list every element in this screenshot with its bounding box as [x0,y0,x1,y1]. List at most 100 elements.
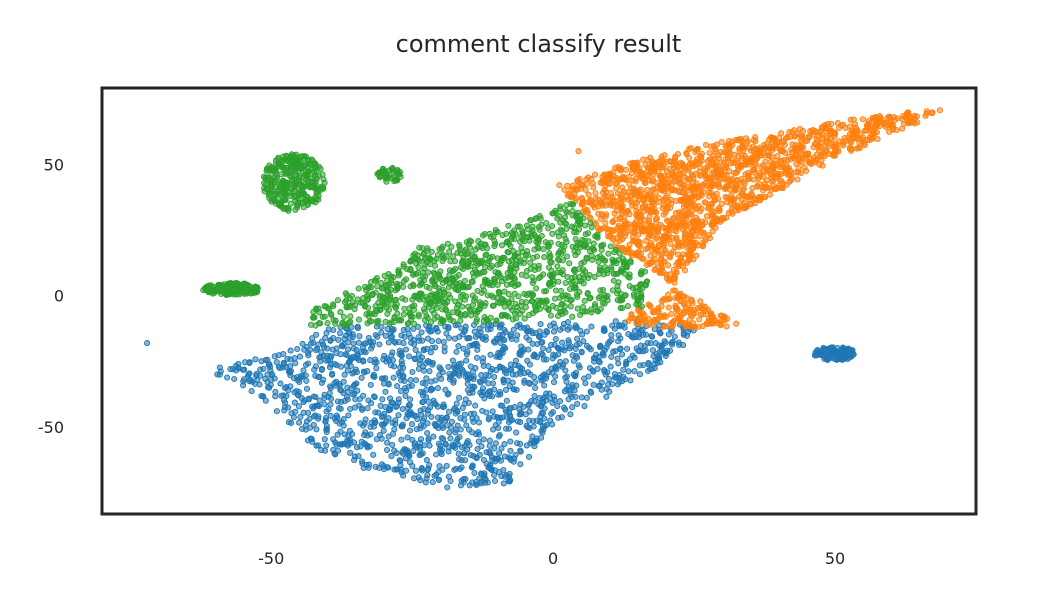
data-point [345,412,352,419]
data-point [359,406,366,413]
data-point [558,301,565,308]
data-point [886,114,893,121]
data-point [526,361,533,368]
data-point [317,165,324,172]
data-point [644,164,651,171]
data-point [763,140,770,147]
data-point [332,451,339,458]
data-point [447,258,454,265]
data-point [464,380,471,387]
data-point [543,297,550,304]
data-point [646,366,654,373]
data-point [519,307,526,314]
data-point [443,330,450,337]
data-point [764,165,771,172]
data-point [301,346,308,353]
data-point [551,295,559,302]
data-point [492,440,499,447]
data-point [438,414,445,421]
data-point [478,333,485,340]
data-point [518,233,525,241]
data-point [346,334,353,341]
data-point [486,437,493,444]
data-point [502,386,510,393]
data-point [489,366,496,373]
data-point [590,240,597,247]
data-point [529,223,536,230]
data-point [373,365,380,372]
data-point [310,314,317,321]
data-point [609,256,616,263]
data-point [296,353,304,360]
data-point [312,160,319,167]
data-point [446,267,453,274]
data-point [241,366,248,373]
data-point [616,250,623,257]
data-point [865,122,872,129]
data-point [503,472,510,479]
data-point [326,364,334,371]
data-point [435,295,442,302]
data-point [531,398,538,405]
data-point [597,215,604,223]
data-point [240,382,247,389]
data-point [552,352,559,359]
data-point [693,214,700,221]
data-point [809,126,816,134]
data-point [548,410,555,417]
data-point [541,288,548,295]
data-point [665,331,672,338]
data-point [847,144,854,151]
data-point [677,159,684,166]
data-point [306,415,313,422]
data-point [312,172,319,179]
data-point [302,372,309,379]
data-point [225,287,232,294]
data-point [621,176,628,183]
data-point [443,307,450,314]
data-point [295,174,302,181]
data-point [366,283,373,291]
data-point [805,133,812,140]
data-point [474,445,481,453]
data-point [476,451,483,458]
data-point [556,294,564,301]
data-point [496,300,503,307]
data-point [681,197,688,204]
data-point [344,384,351,391]
data-point [588,389,595,396]
data-point [652,265,659,272]
data-point [505,425,513,432]
data-point [323,303,330,310]
data-point [291,399,298,406]
data-point [467,410,474,417]
data-point [287,168,295,175]
data-point [797,169,805,177]
data-point [666,254,674,261]
data-point [511,269,518,276]
data-point [572,273,579,280]
data-point [380,422,387,429]
data-point [505,240,512,247]
data-point [633,212,640,219]
data-point [581,297,588,304]
data-point [325,406,332,413]
data-point [675,291,683,298]
data-point [283,363,290,370]
data-point [287,154,294,161]
data-point [856,145,863,152]
data-point [388,276,395,283]
data-point [350,345,357,352]
data-point [552,336,559,343]
data-point [579,271,586,278]
data-point [286,172,294,180]
data-point [412,346,419,353]
data-point [656,354,663,361]
data-point [580,215,587,222]
data-point [455,272,462,279]
data-point [689,183,696,190]
data-point [573,354,581,361]
data-point [673,269,680,276]
data-point [810,154,817,161]
data-point [642,318,649,325]
